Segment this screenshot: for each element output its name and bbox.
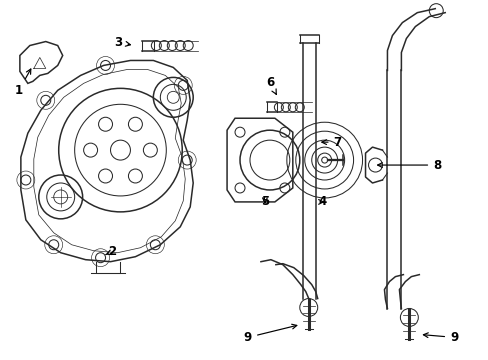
Text: 1: 1 (15, 69, 31, 97)
Text: 4: 4 (318, 195, 326, 208)
Text: 8: 8 (377, 158, 441, 172)
Text: 9: 9 (423, 331, 457, 344)
Text: 9: 9 (244, 324, 296, 344)
Text: 5: 5 (260, 195, 268, 208)
Text: 7: 7 (321, 136, 341, 149)
Text: 2: 2 (105, 245, 116, 258)
Text: 6: 6 (265, 76, 276, 94)
Text: 3: 3 (114, 36, 130, 49)
